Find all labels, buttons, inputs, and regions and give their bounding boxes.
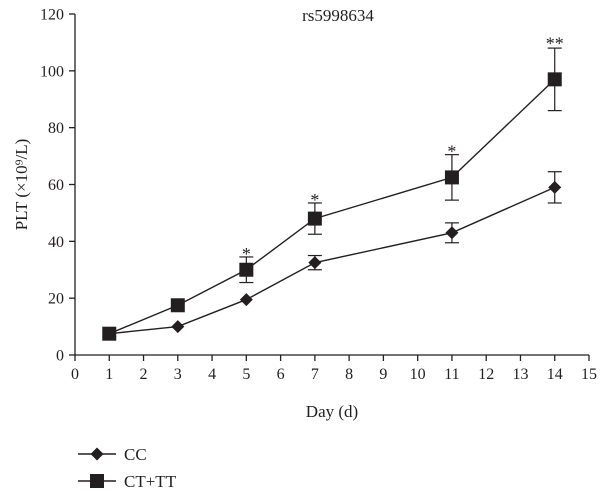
series-line — [108, 78, 556, 335]
y-tick-label: 40 — [48, 234, 64, 251]
significance-label: * — [242, 244, 251, 264]
x-tick-label: 14 — [547, 366, 563, 383]
y-tick-label: 100 — [40, 63, 64, 80]
x-tick-label: 1 — [105, 366, 113, 383]
x-axis-title: Day (d) — [306, 402, 358, 421]
series-marker-diamond — [171, 320, 185, 334]
series-marker-diamond — [308, 256, 322, 270]
y-axis-title: PLT (×10⁹/L) — [12, 139, 31, 231]
plot-area: ***** — [102, 34, 564, 341]
x-tick-label: 4 — [208, 366, 216, 383]
significance-label: * — [447, 142, 456, 162]
series-marker-square — [90, 474, 104, 488]
chart-title: rs5998634 — [302, 6, 374, 25]
significance-label: * — [310, 190, 319, 210]
x-tick-label: 2 — [140, 366, 148, 383]
legend: CC CT+TT — [78, 445, 177, 491]
y-tick-label: 80 — [48, 120, 64, 137]
series-marker-square — [170, 298, 185, 313]
legend-label: CC — [124, 445, 147, 464]
y-axis-title-group: PLT (×10⁹/L) — [12, 139, 31, 231]
series-marker-diamond — [90, 447, 104, 461]
series-marker-diamond — [445, 226, 459, 240]
x-tick-label: 7 — [311, 366, 319, 383]
series-cc — [102, 171, 562, 341]
series-marker-square — [102, 326, 117, 341]
x-tick-label: 10 — [410, 366, 426, 383]
x-tick-label: 9 — [379, 366, 387, 383]
series-ct-tt — [102, 47, 562, 341]
x-tick-label: 15 — [581, 366, 597, 383]
series-marker-square — [239, 262, 254, 277]
significance-label: ** — [546, 34, 564, 54]
x-tick-label: 6 — [277, 366, 285, 383]
y-tick-label: 60 — [48, 177, 64, 194]
x-tick-label: 13 — [512, 366, 528, 383]
y-tick-label: 120 — [40, 7, 64, 24]
legend-item: CT+TT — [78, 472, 177, 491]
x-tick-label: 8 — [345, 366, 353, 383]
x-tick-label: 3 — [174, 366, 182, 383]
series-marker-square — [307, 211, 322, 226]
x-tick-label: 0 — [71, 366, 79, 383]
series-line — [109, 186, 556, 335]
x-tick-label: 11 — [444, 366, 459, 383]
x-tick-label: 12 — [478, 366, 494, 383]
legend-item: CC — [78, 445, 147, 464]
series-marker-diamond — [548, 180, 562, 194]
series-marker-square — [444, 170, 459, 185]
series-marker-square — [547, 72, 562, 87]
y-tick-label: 0 — [56, 348, 64, 365]
x-tick-label: 5 — [242, 366, 250, 383]
legend-label: CT+TT — [124, 472, 177, 491]
y-tick-label: 20 — [48, 291, 64, 308]
series-marker-diamond — [239, 293, 253, 307]
